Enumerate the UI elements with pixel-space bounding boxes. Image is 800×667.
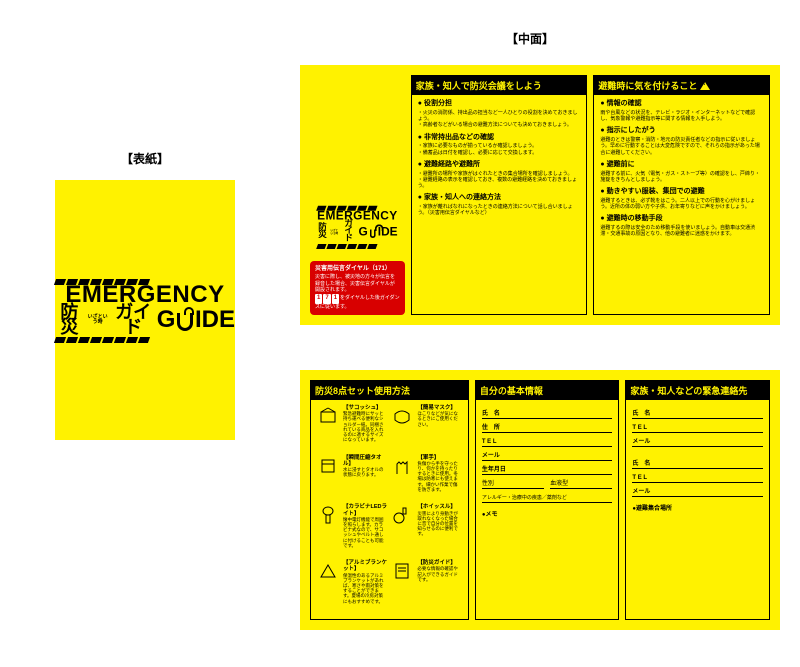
item-icon: [317, 560, 339, 582]
bot-col3-head: 家族・知人などの緊急連絡先: [626, 381, 769, 400]
top-left-block: EMERGENCY 防災いざという時ガイドGIDE 災害用伝言ダイヤル（171）…: [310, 75, 405, 315]
lock-u-icon: [177, 313, 193, 331]
shelter-label: ●避難集合場所: [632, 503, 763, 512]
bot-col-1: 防災8点セット使用方法 【サコッシュ】緊急避難時にサッと持ち運べる便利なショルダ…: [310, 380, 469, 620]
label-cover: 【表紙】: [105, 150, 185, 167]
info-field[interactable]: アレルギー・治療中の疾患／薬剤など: [482, 489, 613, 503]
top-right-head: 避難時に気を付けること: [594, 76, 769, 95]
contact-field[interactable]: T E L: [632, 419, 763, 433]
memo-label: ●メモ: [482, 509, 613, 518]
contact-field[interactable]: 氏 名: [632, 455, 763, 469]
contact-field[interactable]: メール: [632, 483, 763, 497]
dial-171-box: 災害用伝言ダイヤル（171） 災害に際し、被災地の方々が伝言を録音した場合、災害…: [310, 261, 405, 315]
label-inside: 【中面】: [490, 30, 570, 47]
info-field[interactable]: 氏 名: [482, 405, 613, 419]
info-field[interactable]: 血液型: [550, 475, 612, 489]
item-icon: [391, 504, 413, 526]
item-icon: [391, 455, 413, 477]
contact-field[interactable]: メール: [632, 433, 763, 447]
contact-field[interactable]: 氏 名: [632, 405, 763, 419]
info-field[interactable]: T E L: [482, 433, 613, 447]
item-icon: [391, 405, 413, 427]
cover-panel: EMERGENCY 防災 いざという時 ガイド GIDE: [55, 180, 235, 440]
info-field[interactable]: 性別: [482, 475, 544, 489]
inside-bottom-panel: 防災8点セット使用方法 【サコッシュ】緊急避難時にサッと持ち運べる便利なショルダ…: [300, 370, 780, 630]
top-mid-col: 家族・知人で防災会議をしよう 役割分担・火災の消防係、持出品の担当など一人ひとり…: [411, 75, 588, 315]
item-icon: [317, 504, 339, 526]
bot-col1-head: 防災8点セット使用方法: [311, 381, 468, 400]
info-field[interactable]: メール: [482, 447, 613, 461]
info-field[interactable]: 生年月日: [482, 461, 613, 475]
contact-field[interactable]: T E L: [632, 469, 763, 483]
logo-line2: 防災 いざという時 ガイド GIDE: [55, 305, 235, 336]
logo: EMERGENCY 防災 いざという時 ガイド GIDE: [55, 277, 235, 344]
top-mid-head: 家族・知人で防災会議をしよう: [412, 76, 587, 95]
inside-top-panel: EMERGENCY 防災いざという時ガイドGIDE 災害用伝言ダイヤル（171）…: [300, 65, 780, 325]
item-icon: [317, 455, 339, 477]
info-field[interactable]: 住 所: [482, 419, 613, 433]
top-right-col: 避難時に気を付けること 情報の確認雨や台風などの状況を、テレビ・ラジオ・インター…: [593, 75, 770, 315]
warning-icon: [700, 82, 710, 90]
item-icon: [391, 560, 413, 582]
bot-col-2: 自分の基本情報 氏 名住 所T E Lメール生年月日性別血液型アレルギー・治療中…: [475, 380, 620, 620]
bot-col-3: 家族・知人などの緊急連絡先 氏 名T E Lメール氏 名T E Lメール●避難集…: [625, 380, 770, 620]
bot-col2-head: 自分の基本情報: [476, 381, 619, 400]
item-icon: [317, 405, 339, 427]
